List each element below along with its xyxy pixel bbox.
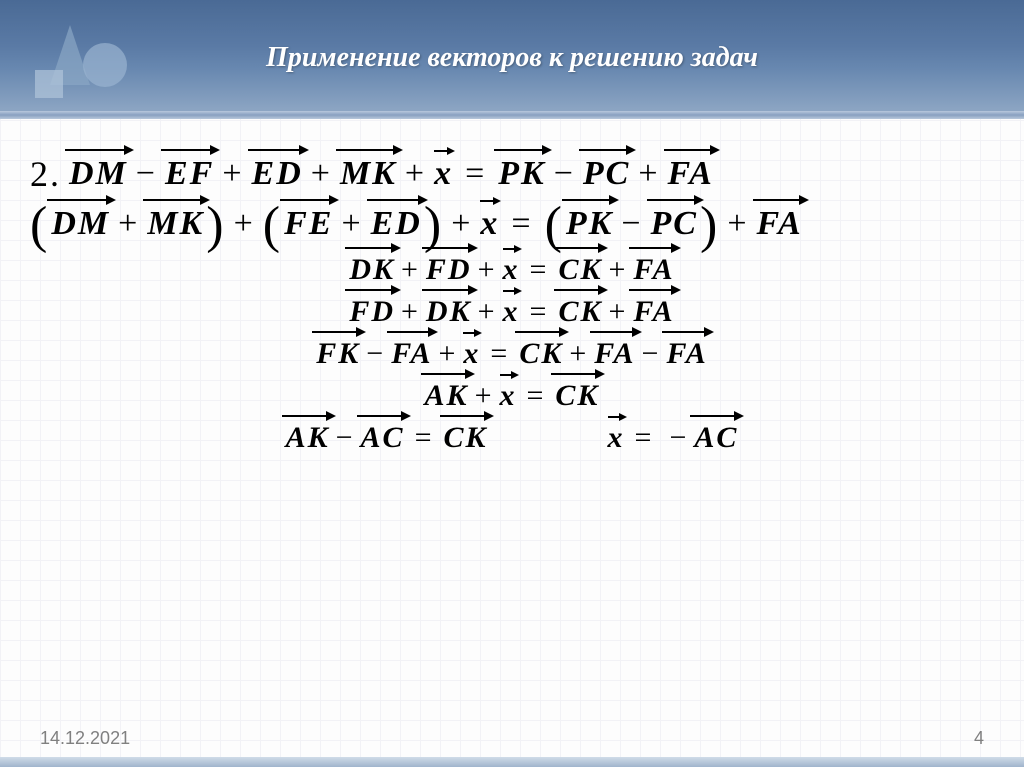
paren: ) [206,205,225,247]
operator: − [621,205,642,243]
vector-CK: CK [558,295,602,329]
operator: + [569,337,588,371]
operator: + [438,337,457,371]
operator: + [118,205,139,243]
slide-content: 2.DM−EF+ED+MK+x=PK−PC+FA(DM+MK)+(FE+ED)+… [0,115,1024,455]
operator: − [136,155,157,193]
operator: + [478,295,497,329]
equals: = [490,337,509,371]
vector-x: x [608,421,625,455]
vector-FE: FE [284,205,333,243]
operator: + [222,155,243,193]
equation-row-6: AK+x = CK [30,379,994,413]
equals: = [530,253,549,287]
vector-CK: CK [444,421,488,455]
vector-CK: CK [558,253,602,287]
slide-footer: 14.12.2021 4 [0,728,1024,749]
vector-MK: MK [147,205,204,243]
operator: + [451,205,472,243]
operator: + [311,155,332,193]
operator: − [366,337,385,371]
vector-FD: FD [426,253,472,287]
vector-FA: FA [633,295,674,329]
vector-PC: PC [651,205,698,243]
problem-number: 2. [30,153,61,195]
operator: + [478,253,497,287]
vector-x: x [463,337,480,371]
vector-FA: FA [391,337,432,371]
equals: = [415,421,434,454]
equals: = [465,155,486,193]
equation-row-4: FD+DK+x=CK+FA [30,295,994,329]
paren: ) [424,205,443,247]
equation-row-5: FK−FA+x=CK+FA−FA [30,337,994,371]
vector-FK: FK [316,337,360,371]
slide-title: Применение векторов к решению задач [266,42,758,74]
equals: = [511,205,532,243]
vector-AK: AK [425,379,469,413]
equals: = [530,295,549,329]
vector-FA: FA [594,337,635,371]
vector-FA: FA [633,253,674,287]
operator: + [234,205,255,243]
vector-PK: PK [498,155,545,193]
vector-x: x [500,379,517,413]
operator: − [642,337,661,371]
operator: − [336,421,355,454]
equals: = [527,379,546,413]
vector-ED: ED [252,155,303,193]
vector-CK: CK [519,337,563,371]
vector-x: x [503,253,520,287]
vector-DK: DK [426,295,472,329]
vector-PC: PC [583,155,630,193]
vector-ED: ED [371,205,422,243]
equation-row-3: DK+FD+x=CK+FA [30,253,994,287]
vector-FA: FA [757,205,803,243]
vector-FD: FD [349,295,395,329]
operator: + [608,295,627,329]
equation-group-0: AK−AC = CK [286,421,488,455]
equals: = [635,421,654,454]
operator: + [475,379,494,413]
operator: − [669,421,688,454]
equation-row-2: (DM+MK)+(FE+ED)+x=(PK−PC)+FA [30,203,994,245]
vector-FA: FA [666,337,707,371]
operator: − [554,155,575,193]
vector-AC: AC [361,421,405,455]
footer-date: 14.12.2021 [40,728,130,749]
operator: + [727,205,748,243]
footer-bar [0,757,1024,767]
paren: ( [30,205,49,247]
vector-FA: FA [668,155,714,193]
vector-AK: AK [286,421,330,455]
slide-header: Применение векторов к решению задач [0,0,1024,115]
vector-DK: DK [349,253,395,287]
equation-row-7: AK−AC=CKx=−AC [30,421,994,455]
equation-row-1: 2.DM−EF+ED+MK+x=PK−PC+FA [30,153,994,195]
vector-x: x [480,205,499,243]
vector-x: x [434,155,453,193]
operator: + [608,253,627,287]
footer-page-number: 4 [974,728,984,749]
operator: + [341,205,362,243]
header-decoration [20,15,160,105]
vector-CK: CK [555,379,599,413]
paren: ( [545,205,564,247]
operator: + [405,155,426,193]
operator: + [638,155,659,193]
equation-group-1: x =−AC [608,421,739,455]
paren: ( [263,205,282,247]
operator: + [401,295,420,329]
vector-DM: DM [69,155,128,193]
operator: + [401,253,420,287]
vector-x: x [503,295,520,329]
vector-DM: DM [51,205,110,243]
vector-EF: EF [165,155,214,193]
paren: ) [700,205,719,247]
vector-MK: MK [340,155,397,193]
vector-PK: PK [566,205,613,243]
vector-AC: AC [694,421,738,455]
